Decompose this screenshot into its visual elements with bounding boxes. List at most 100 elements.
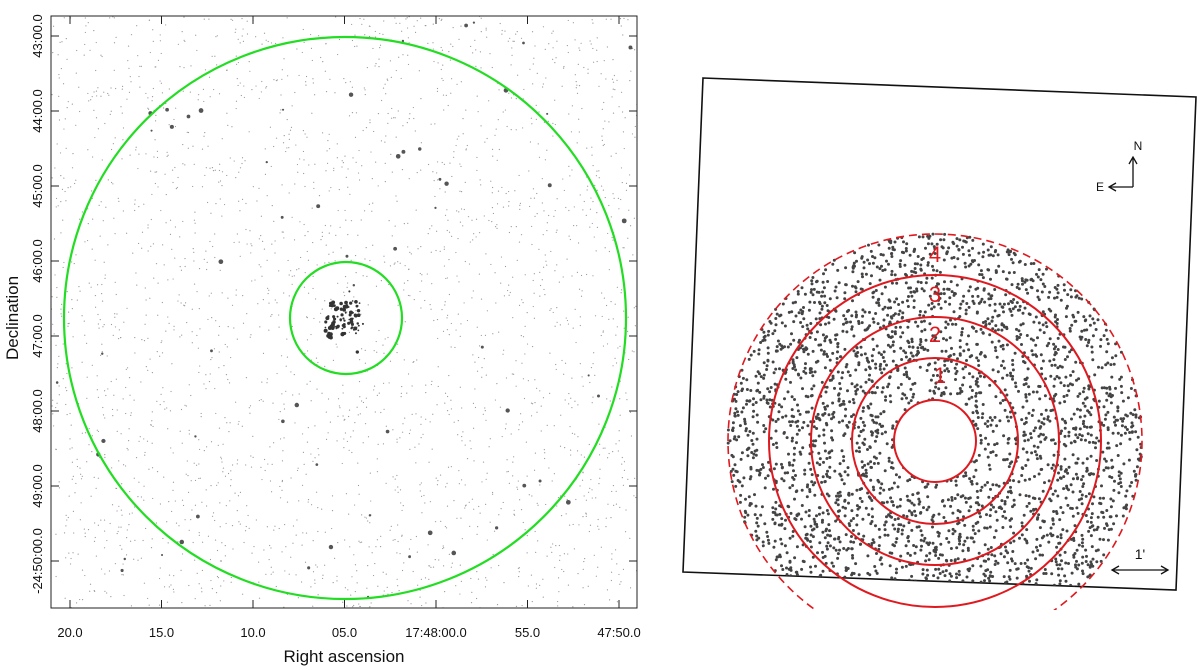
- noise-dot: [196, 49, 198, 52]
- source-dot: [1135, 465, 1139, 469]
- noise-dot: [560, 414, 562, 416]
- noise-dot: [186, 321, 188, 324]
- noise-dot: [350, 436, 352, 438]
- noise-dot: [147, 337, 149, 340]
- noise-dot: [75, 602, 78, 604]
- source-dot: [871, 261, 875, 265]
- noise-dot: [110, 87, 112, 89]
- source-dot: [782, 479, 786, 483]
- source-dot: [822, 460, 825, 464]
- noise-dot: [397, 491, 399, 493]
- source-dot: [1076, 457, 1080, 461]
- noise-dot: [224, 475, 227, 477]
- source-dot: [895, 281, 899, 285]
- noise-dot: [580, 295, 583, 297]
- source-dot: [818, 574, 822, 578]
- noise-dot: [300, 256, 302, 259]
- source-dot: [843, 596, 846, 599]
- noise-dot: [634, 477, 636, 479]
- source-dot: [1056, 535, 1060, 539]
- noise-dot: [184, 404, 186, 406]
- source-dot: [919, 548, 923, 552]
- noise-dot: [245, 525, 247, 528]
- noise-dot: [575, 80, 577, 83]
- noise-dot: [221, 461, 223, 463]
- noise-dot: [384, 338, 386, 340]
- noise-dot: [596, 212, 598, 214]
- noise-dot: [182, 504, 185, 507]
- source-dot: [1059, 533, 1063, 537]
- noise-dot: [455, 585, 457, 587]
- source-dot: [914, 320, 918, 324]
- source-dot: [930, 276, 934, 280]
- noise-dot: [232, 464, 234, 466]
- noise-dot: [346, 605, 348, 607]
- source-dot: [767, 460, 770, 464]
- noise-dot: [519, 202, 521, 204]
- source-dot: [996, 561, 1000, 565]
- noise-dot: [278, 527, 280, 530]
- noise-dot: [421, 512, 423, 514]
- noise-dot: [146, 440, 149, 442]
- source-dot: [813, 591, 816, 594]
- source-dot: [957, 569, 961, 573]
- source-dot: [1056, 478, 1060, 482]
- noise-dot: [399, 437, 401, 439]
- noise-dot: [219, 560, 222, 562]
- source-dot: [953, 529, 957, 533]
- source-dot: [981, 403, 985, 406]
- noise-dot: [420, 416, 422, 418]
- noise-dot: [72, 336, 74, 338]
- source-dot: [824, 390, 828, 394]
- source-dot: [934, 554, 938, 557]
- source-dot: [976, 411, 979, 415]
- source-dot: [934, 385, 938, 389]
- noise-dot: [544, 159, 547, 161]
- source-dot: [923, 591, 926, 594]
- source-dot: [870, 507, 874, 511]
- noise-dot: [271, 314, 273, 316]
- source-dot: [907, 345, 911, 349]
- noise-dot: [224, 555, 226, 557]
- noise-dot: [305, 75, 308, 78]
- noise-dot: [163, 107, 165, 109]
- noise-dot: [148, 468, 150, 470]
- source-dot: [1031, 496, 1035, 500]
- noise-dot: [190, 480, 192, 482]
- source-dot: [1067, 465, 1071, 469]
- source-dot: [1012, 531, 1016, 535]
- noise-dot: [263, 248, 266, 250]
- noise-dot: [302, 28, 304, 31]
- source-dot: [868, 282, 872, 286]
- noise-dot: [511, 47, 513, 49]
- source-dot: [848, 400, 852, 404]
- source-dot: [754, 504, 758, 508]
- source-dot: [743, 509, 747, 513]
- source-dot: [749, 353, 753, 357]
- noise-dot: [506, 471, 508, 473]
- noise-dot: [489, 53, 491, 55]
- source-dot: [1016, 587, 1020, 590]
- noise-dot: [459, 564, 461, 566]
- source-dot: [916, 491, 920, 495]
- noise-dot: [569, 449, 572, 451]
- noise-dot: [230, 576, 232, 579]
- noise-dot: [181, 442, 183, 444]
- noise-dot: [585, 513, 587, 515]
- noise-dot: [198, 308, 200, 310]
- noise-dot: [101, 343, 103, 345]
- source-dot: [822, 428, 826, 432]
- source-dot: [889, 496, 893, 500]
- noise-dot: [478, 505, 480, 508]
- source-dot: [1092, 472, 1095, 476]
- source-dot: [737, 435, 741, 439]
- noise-dot: [610, 301, 612, 303]
- noise-dot: [597, 566, 599, 568]
- noise-dot: [588, 443, 590, 446]
- source-dot: [962, 376, 966, 380]
- source-dot: [812, 593, 815, 596]
- noise-dot: [135, 272, 137, 274]
- source-dot: [1094, 549, 1098, 553]
- noise-dot: [472, 354, 474, 356]
- noise-dot: [344, 432, 347, 434]
